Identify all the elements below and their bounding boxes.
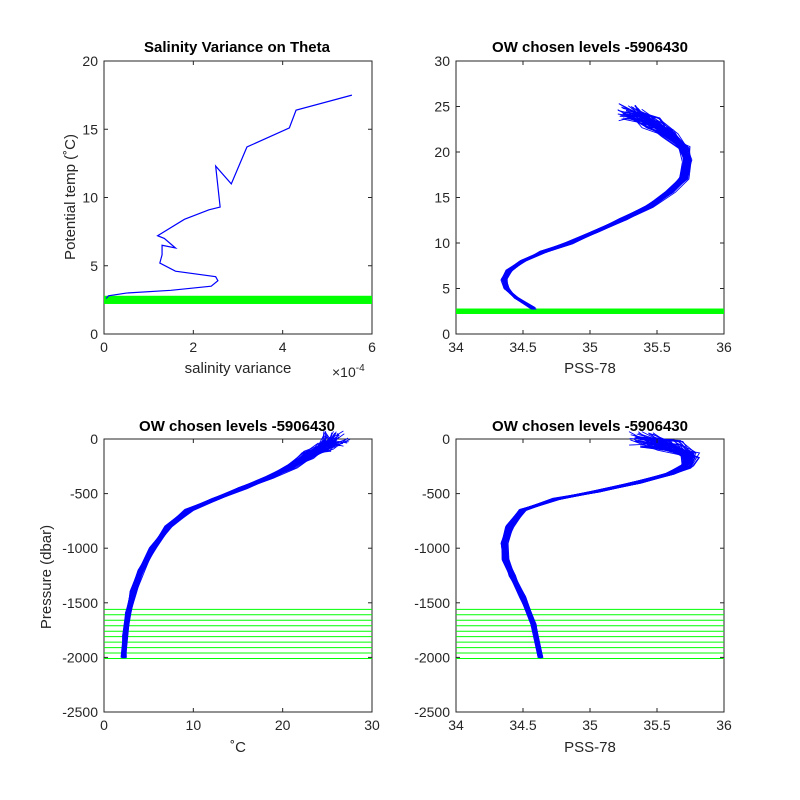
panel-salinity-variance: Salinity Variance on Theta 0 2 4 6 0 5 10 15 20… (62, 39, 376, 380)
profile-line (502, 437, 693, 658)
x-tick-label: 36 (716, 339, 732, 355)
profile-line (121, 442, 344, 658)
y-tick-label: 20 (434, 144, 450, 160)
y-tick-label: 0 (90, 326, 98, 342)
panel-1-y-label: Potential temp (˚C) (62, 134, 79, 260)
x-tick-label: 35.5 (643, 717, 670, 733)
x-tick-label: 0 (100, 717, 108, 733)
panel-4-profiles (500, 431, 701, 659)
y-tick-label: 10 (82, 190, 98, 206)
panel-2-x-label: PSS-78 (564, 360, 616, 377)
x-tick-label: 0 (100, 339, 108, 355)
x-tick-label: 35.5 (643, 339, 670, 355)
panel-1-x-exponent: ×10-4 (332, 363, 365, 380)
panel-3-x-label: ˚C (230, 739, 246, 756)
panel-4-title: OW chosen levels -5906430 (492, 418, 688, 435)
panel-3-axes-frame (103, 438, 373, 713)
y-tick-label: -2000 (62, 649, 98, 665)
panel-2-level-band (456, 308, 724, 314)
x-tick-label: 10 (186, 717, 202, 733)
panel-2-title: OW chosen levels -5906430 (492, 39, 688, 56)
panel-1-y-ticks: 0 5 10 15 20 (82, 53, 372, 342)
y-tick-label: -500 (422, 486, 450, 502)
panel-1-x-exponent-base: ×10 (332, 364, 356, 380)
panel-4-axes-frame (455, 438, 725, 713)
x-tick-label: 35 (582, 717, 598, 733)
x-tick-label: 34.5 (509, 717, 536, 733)
panel-1-title: Salinity Variance on Theta (144, 39, 331, 56)
profile-line (501, 105, 686, 310)
x-tick-label: 4 (279, 339, 287, 355)
x-tick-label: 36 (716, 717, 732, 733)
panel-3-profiles (120, 430, 351, 659)
y-tick-label: -500 (70, 486, 98, 502)
panel-3-y-label: Pressure (dbar) (38, 525, 55, 629)
y-tick-label: -2500 (414, 704, 450, 720)
y-tick-label: 5 (90, 258, 98, 274)
x-tick-label: 35 (582, 339, 598, 355)
y-tick-label: -1500 (414, 595, 450, 611)
panel-1-axes-frame (103, 60, 373, 335)
y-tick-label: -1500 (62, 595, 98, 611)
x-tick-label: 34 (448, 717, 464, 733)
panel-3-x-ticks: 0 10 20 30 (100, 439, 380, 733)
y-tick-label: 10 (434, 235, 450, 251)
y-tick-label: 0 (442, 431, 450, 447)
y-tick-label: 30 (434, 53, 450, 69)
y-tick-label: -2500 (62, 704, 98, 720)
y-tick-label: -2000 (414, 649, 450, 665)
panel-theta-salinity: OW chosen levels -5906430 34 34.5 35 35.5 36… (434, 39, 732, 377)
x-tick-label: 6 (368, 339, 376, 355)
x-tick-label: 20 (275, 717, 291, 733)
panel-2-y-ticks: 0 5 10 15 20 25 30 (434, 53, 724, 342)
panel-4-x-label: PSS-78 (564, 739, 616, 756)
panel-2-axes-frame (455, 60, 725, 335)
x-tick-label: 2 (189, 339, 197, 355)
x-tick-label: 34 (448, 339, 464, 355)
panel-3-y-ticks: 0 -500 -1000 -1500 -2000 -2500 (62, 431, 372, 720)
y-tick-label: 25 (434, 99, 450, 115)
panel-pressure-temperature: OW chosen levels -5906430 0 10 20 30 0 -500 -… (38, 418, 380, 756)
panel-2-profiles (500, 103, 693, 310)
panel-1-profile (105, 94, 353, 299)
panel-3-title: OW chosen levels -5906430 (139, 418, 335, 435)
level-band (104, 295, 372, 304)
panel-1-x-ticks: 0 2 4 6 (100, 61, 376, 355)
panel-4-y-ticks: 0 -500 -1000 -1500 -2000 -2500 (414, 431, 724, 720)
x-tick-label: 30 (364, 717, 380, 733)
y-tick-label: 5 (442, 281, 450, 297)
profile-line (504, 104, 692, 309)
panel-2-x-ticks: 34 34.5 35 35.5 36 (448, 61, 732, 355)
panel-4-level-lines (456, 608, 724, 659)
profile-line (502, 445, 690, 657)
panel-1-x-exponent-power: -4 (356, 363, 365, 374)
panel-4-x-ticks: 34 34.5 35 35.5 36 (448, 439, 732, 733)
y-tick-label: 15 (82, 121, 98, 137)
y-tick-label: -1000 (414, 540, 450, 556)
level-band (456, 308, 724, 314)
y-tick-label: 0 (442, 326, 450, 342)
panel-3-level-lines (104, 608, 372, 659)
y-tick-label: 15 (434, 190, 450, 206)
x-tick-label: 34.5 (509, 339, 536, 355)
y-tick-label: 20 (82, 53, 98, 69)
panel-1-level-band (104, 295, 372, 304)
panel-1-x-label: salinity variance (185, 360, 292, 377)
y-tick-label: 0 (90, 431, 98, 447)
variance-line (105, 94, 353, 299)
panel-pressure-salinity: OW chosen levels -5906430 34 34.5 35 35.5 36… (414, 418, 732, 756)
y-tick-label: -1000 (62, 540, 98, 556)
